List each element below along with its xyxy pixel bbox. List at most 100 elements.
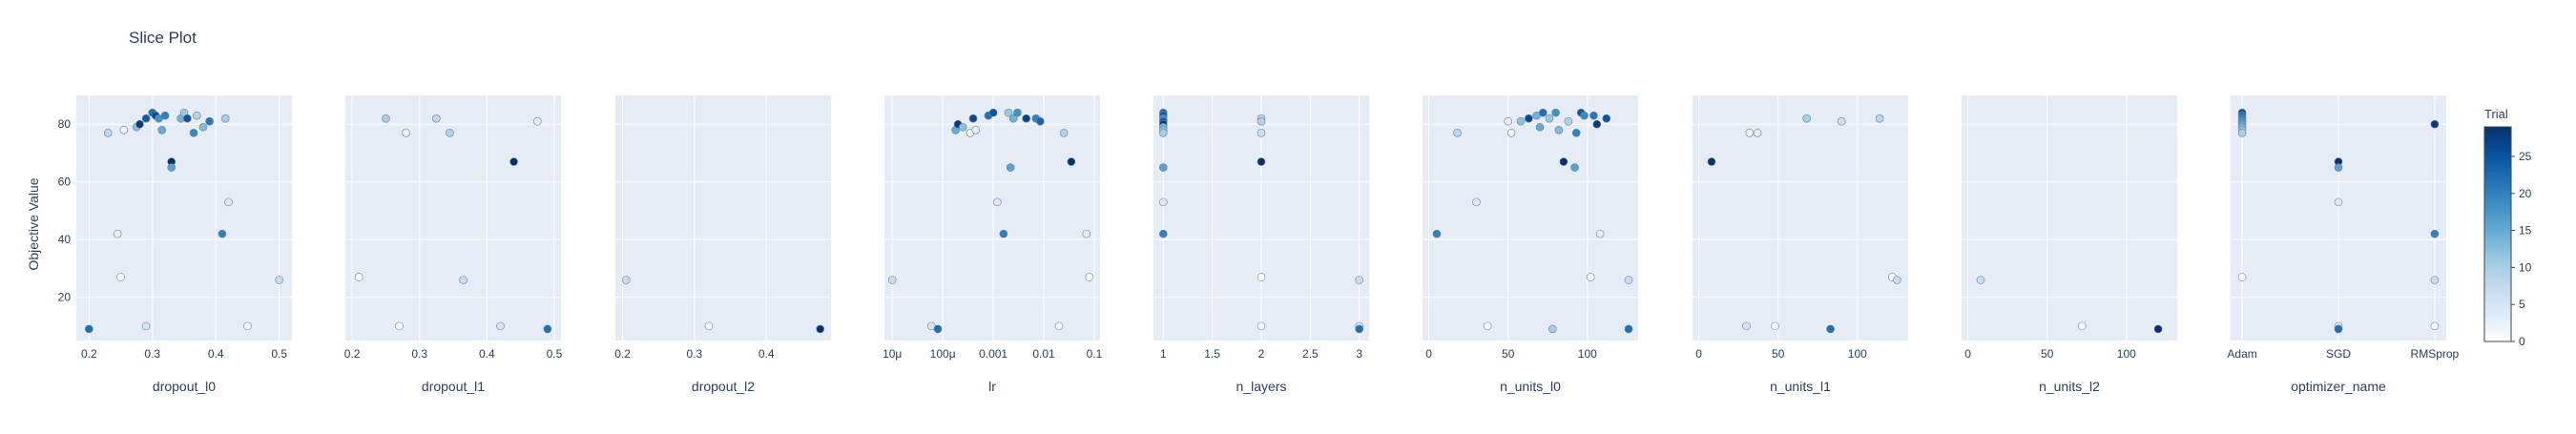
x-axis-label: dropout_l2	[692, 379, 755, 394]
x-tick-label: 0.1	[1087, 347, 1103, 361]
colorbar-title: Trial	[2484, 107, 2508, 121]
data-point	[1745, 129, 1755, 137]
x-tick-label: 0.3	[687, 347, 703, 361]
data-point	[1592, 119, 1602, 129]
data-point	[2430, 321, 2440, 331]
x-axis-label: n_layers	[1236, 379, 1287, 394]
x-tick-label: Adam	[2227, 347, 2256, 361]
data-point	[84, 324, 93, 334]
data-point	[1257, 273, 1266, 281]
data-point	[382, 114, 390, 123]
data-point	[1554, 125, 1564, 134]
colorbar	[2483, 126, 2512, 342]
data-point	[1570, 163, 1579, 172]
data-point	[275, 276, 284, 284]
data-point	[192, 111, 201, 120]
x-tick-label: 100μ	[930, 347, 956, 361]
data-point	[887, 276, 897, 284]
x-tick-label: 0.001	[979, 347, 1008, 361]
x-axis-label: n_units_l1	[1770, 379, 1831, 394]
data-point	[1580, 111, 1589, 120]
data-point	[354, 273, 364, 281]
data-point	[113, 229, 122, 238]
data-point	[2334, 324, 2343, 334]
data-point	[205, 116, 214, 126]
data-point	[103, 129, 113, 137]
data-point	[432, 114, 441, 123]
x-axis-label: dropout_l0	[153, 379, 216, 394]
data-point	[509, 157, 518, 166]
data-point	[933, 324, 943, 334]
data-point	[496, 321, 505, 331]
data-point	[2430, 276, 2440, 284]
data-point	[141, 114, 151, 123]
data-point	[402, 129, 410, 137]
data-point	[1067, 157, 1076, 166]
x-tick-label: 50	[1502, 347, 1515, 361]
data-point	[992, 197, 1002, 207]
data-point	[459, 276, 467, 284]
x-tick-label: 0	[1964, 347, 1971, 361]
data-point	[1548, 324, 1557, 334]
data-point	[183, 114, 192, 123]
data-point	[135, 119, 144, 129]
data-point	[224, 197, 233, 207]
data-point	[1595, 229, 1605, 238]
x-tick-label: 0.01	[1032, 347, 1055, 361]
plot-area-dropout_l2	[615, 95, 831, 341]
x-tick-label: 0.4	[208, 347, 224, 361]
colorbar-tick-label: 0	[2519, 335, 2525, 348]
data-point	[1006, 163, 1015, 172]
data-point	[1535, 122, 1545, 132]
plot-area-dropout_l0	[76, 95, 292, 341]
data-point	[1483, 321, 1492, 331]
data-point	[532, 116, 542, 126]
data-point	[1516, 116, 1526, 126]
data-point	[1022, 114, 1030, 123]
x-axis-label: dropout_l1	[422, 379, 485, 394]
data-point	[958, 122, 967, 132]
data-point	[816, 324, 825, 334]
data-point	[1504, 116, 1513, 126]
x-axis-label: n_units_l2	[2039, 379, 2100, 394]
x-tick-label: 100	[1578, 347, 1597, 361]
data-point	[1742, 321, 1751, 331]
x-tick-label: 1	[1160, 347, 1167, 361]
data-point	[1976, 276, 1985, 284]
colorbar-tick-label: 20	[2519, 187, 2532, 200]
data-point	[189, 129, 198, 137]
data-point	[1035, 116, 1045, 126]
x-tick-label: 2.5	[1302, 347, 1319, 361]
data-point	[2153, 324, 2163, 334]
data-point	[1453, 129, 1462, 137]
y-axis-label: Objective Value	[26, 177, 41, 270]
plot-area-n_units_l1	[1693, 95, 1908, 341]
x-tick-label: 50	[2041, 347, 2054, 361]
data-point	[395, 321, 404, 331]
x-tick-label: RMSprop	[2411, 347, 2460, 361]
data-point	[2334, 163, 2343, 172]
colorbar-tick-label: 5	[2519, 298, 2525, 311]
chart-title: Slice Plot	[129, 29, 197, 47]
data-point	[2077, 321, 2087, 331]
data-point	[1571, 129, 1581, 137]
x-axis-label: n_units_l0	[1500, 379, 1561, 394]
data-point	[1257, 116, 1266, 126]
x-axis-label: lr	[988, 379, 996, 394]
data-point	[1158, 197, 1168, 207]
data-point	[1158, 229, 1168, 238]
data-point	[198, 122, 208, 132]
data-point	[1707, 157, 1716, 166]
data-point	[160, 111, 170, 120]
data-point	[968, 114, 978, 123]
data-point	[999, 229, 1008, 238]
data-point	[1559, 157, 1568, 166]
data-point	[220, 114, 230, 123]
data-point	[1771, 321, 1779, 331]
data-point	[1624, 324, 1633, 334]
data-point	[1564, 116, 1573, 126]
data-point	[2430, 229, 2440, 238]
data-point	[1355, 324, 1364, 334]
data-point	[2237, 273, 2247, 281]
